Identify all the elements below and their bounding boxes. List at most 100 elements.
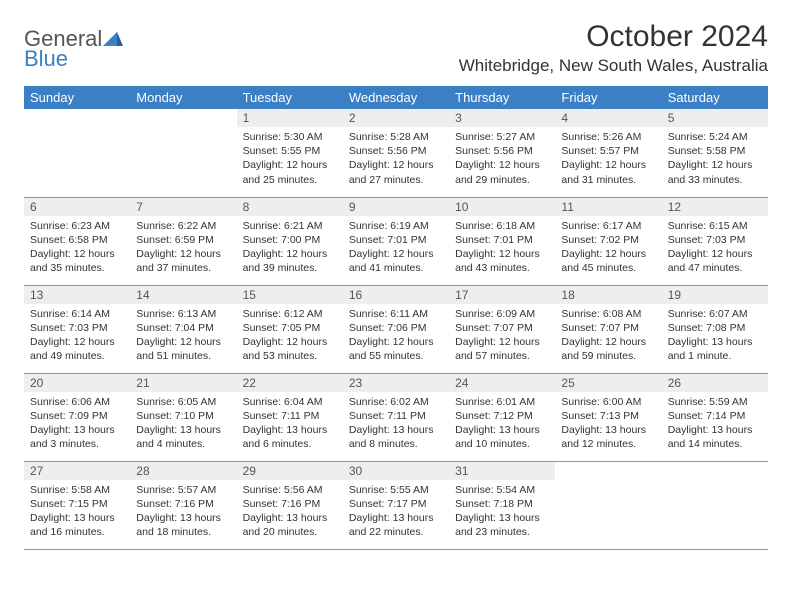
day-details: Sunrise: 5:28 AMSunset: 5:56 PMDaylight:… bbox=[343, 127, 449, 191]
day-details: Sunrise: 6:13 AMSunset: 7:04 PMDaylight:… bbox=[130, 304, 236, 368]
day-details: Sunrise: 6:07 AMSunset: 7:08 PMDaylight:… bbox=[662, 304, 768, 368]
day-number: 17 bbox=[449, 286, 555, 304]
daylight-text: Daylight: 13 hours and 6 minutes. bbox=[243, 423, 337, 451]
day-details: Sunrise: 5:58 AMSunset: 7:15 PMDaylight:… bbox=[24, 480, 130, 544]
month-title: October 2024 bbox=[459, 20, 768, 54]
daylight-text: Daylight: 13 hours and 4 minutes. bbox=[136, 423, 230, 451]
calendar-cell: 31Sunrise: 5:54 AMSunset: 7:18 PMDayligh… bbox=[449, 461, 555, 549]
day-details: Sunrise: 5:59 AMSunset: 7:14 PMDaylight:… bbox=[662, 392, 768, 456]
daylight-text: Daylight: 12 hours and 25 minutes. bbox=[243, 158, 337, 186]
sunset-text: Sunset: 7:03 PM bbox=[30, 321, 124, 335]
sunset-text: Sunset: 7:02 PM bbox=[561, 233, 655, 247]
calendar-cell: 13Sunrise: 6:14 AMSunset: 7:03 PMDayligh… bbox=[24, 285, 130, 373]
daylight-text: Daylight: 13 hours and 16 minutes. bbox=[30, 511, 124, 539]
calendar-cell: 17Sunrise: 6:09 AMSunset: 7:07 PMDayligh… bbox=[449, 285, 555, 373]
weekday-sun: Sunday bbox=[24, 86, 130, 109]
sunset-text: Sunset: 7:16 PM bbox=[243, 497, 337, 511]
day-details: Sunrise: 5:55 AMSunset: 7:17 PMDaylight:… bbox=[343, 480, 449, 544]
calendar-cell: 16Sunrise: 6:11 AMSunset: 7:06 PMDayligh… bbox=[343, 285, 449, 373]
sunrise-text: Sunrise: 5:54 AM bbox=[455, 483, 549, 497]
day-details: Sunrise: 6:01 AMSunset: 7:12 PMDaylight:… bbox=[449, 392, 555, 456]
day-details: Sunrise: 6:05 AMSunset: 7:10 PMDaylight:… bbox=[130, 392, 236, 456]
sunrise-text: Sunrise: 5:28 AM bbox=[349, 130, 443, 144]
weekday-tue: Tuesday bbox=[237, 86, 343, 109]
calendar-cell bbox=[662, 461, 768, 549]
sunset-text: Sunset: 7:05 PM bbox=[243, 321, 337, 335]
sunset-text: Sunset: 6:58 PM bbox=[30, 233, 124, 247]
sunrise-text: Sunrise: 6:19 AM bbox=[349, 219, 443, 233]
day-details: Sunrise: 6:00 AMSunset: 7:13 PMDaylight:… bbox=[555, 392, 661, 456]
day-details: Sunrise: 6:22 AMSunset: 6:59 PMDaylight:… bbox=[130, 216, 236, 280]
calendar-cell: 18Sunrise: 6:08 AMSunset: 7:07 PMDayligh… bbox=[555, 285, 661, 373]
weekday-mon: Monday bbox=[130, 86, 236, 109]
day-details: Sunrise: 6:09 AMSunset: 7:07 PMDaylight:… bbox=[449, 304, 555, 368]
day-details: Sunrise: 6:19 AMSunset: 7:01 PMDaylight:… bbox=[343, 216, 449, 280]
day-number: 14 bbox=[130, 286, 236, 304]
sunrise-text: Sunrise: 6:00 AM bbox=[561, 395, 655, 409]
day-details: Sunrise: 5:30 AMSunset: 5:55 PMDaylight:… bbox=[237, 127, 343, 191]
sunset-text: Sunset: 5:55 PM bbox=[243, 144, 337, 158]
day-details: Sunrise: 5:26 AMSunset: 5:57 PMDaylight:… bbox=[555, 127, 661, 191]
calendar-row: 13Sunrise: 6:14 AMSunset: 7:03 PMDayligh… bbox=[24, 285, 768, 373]
daylight-text: Daylight: 13 hours and 22 minutes. bbox=[349, 511, 443, 539]
sunrise-text: Sunrise: 6:02 AM bbox=[349, 395, 443, 409]
weekday-header-row: Sunday Monday Tuesday Wednesday Thursday… bbox=[24, 86, 768, 109]
day-number: 6 bbox=[24, 198, 130, 216]
sunrise-text: Sunrise: 6:23 AM bbox=[30, 219, 124, 233]
calendar-cell bbox=[555, 461, 661, 549]
daylight-text: Daylight: 12 hours and 27 minutes. bbox=[349, 158, 443, 186]
daylight-text: Daylight: 12 hours and 29 minutes. bbox=[455, 158, 549, 186]
daylight-text: Daylight: 12 hours and 49 minutes. bbox=[30, 335, 124, 363]
sunset-text: Sunset: 6:59 PM bbox=[136, 233, 230, 247]
sunset-text: Sunset: 7:13 PM bbox=[561, 409, 655, 423]
sunset-text: Sunset: 5:57 PM bbox=[561, 144, 655, 158]
sunset-text: Sunset: 7:18 PM bbox=[455, 497, 549, 511]
sunset-text: Sunset: 7:07 PM bbox=[455, 321, 549, 335]
sunrise-text: Sunrise: 6:11 AM bbox=[349, 307, 443, 321]
sunrise-text: Sunrise: 5:59 AM bbox=[668, 395, 762, 409]
day-number: 16 bbox=[343, 286, 449, 304]
sunrise-text: Sunrise: 5:56 AM bbox=[243, 483, 337, 497]
day-details: Sunrise: 5:27 AMSunset: 5:56 PMDaylight:… bbox=[449, 127, 555, 191]
day-number: 15 bbox=[237, 286, 343, 304]
sunrise-text: Sunrise: 6:04 AM bbox=[243, 395, 337, 409]
daylight-text: Daylight: 12 hours and 53 minutes. bbox=[243, 335, 337, 363]
daylight-text: Daylight: 13 hours and 18 minutes. bbox=[136, 511, 230, 539]
day-number: 13 bbox=[24, 286, 130, 304]
sunrise-text: Sunrise: 5:30 AM bbox=[243, 130, 337, 144]
day-details: Sunrise: 6:02 AMSunset: 7:11 PMDaylight:… bbox=[343, 392, 449, 456]
calendar-cell: 12Sunrise: 6:15 AMSunset: 7:03 PMDayligh… bbox=[662, 197, 768, 285]
weekday-thu: Thursday bbox=[449, 86, 555, 109]
day-number: 5 bbox=[662, 109, 768, 127]
calendar-row: 20Sunrise: 6:06 AMSunset: 7:09 PMDayligh… bbox=[24, 373, 768, 461]
calendar-cell: 25Sunrise: 6:00 AMSunset: 7:13 PMDayligh… bbox=[555, 373, 661, 461]
sunrise-text: Sunrise: 6:22 AM bbox=[136, 219, 230, 233]
day-details: Sunrise: 6:04 AMSunset: 7:11 PMDaylight:… bbox=[237, 392, 343, 456]
day-number: 19 bbox=[662, 286, 768, 304]
sunrise-text: Sunrise: 6:17 AM bbox=[561, 219, 655, 233]
sunset-text: Sunset: 7:10 PM bbox=[136, 409, 230, 423]
day-details: Sunrise: 6:21 AMSunset: 7:00 PMDaylight:… bbox=[237, 216, 343, 280]
sunset-text: Sunset: 7:08 PM bbox=[668, 321, 762, 335]
calendar-cell: 19Sunrise: 6:07 AMSunset: 7:08 PMDayligh… bbox=[662, 285, 768, 373]
sunrise-text: Sunrise: 6:21 AM bbox=[243, 219, 337, 233]
calendar-cell: 3Sunrise: 5:27 AMSunset: 5:56 PMDaylight… bbox=[449, 109, 555, 197]
day-number: 22 bbox=[237, 374, 343, 392]
calendar-cell: 30Sunrise: 5:55 AMSunset: 7:17 PMDayligh… bbox=[343, 461, 449, 549]
sunset-text: Sunset: 7:03 PM bbox=[668, 233, 762, 247]
day-number: 3 bbox=[449, 109, 555, 127]
sunrise-text: Sunrise: 6:15 AM bbox=[668, 219, 762, 233]
calendar-cell: 22Sunrise: 6:04 AMSunset: 7:11 PMDayligh… bbox=[237, 373, 343, 461]
sunset-text: Sunset: 5:56 PM bbox=[455, 144, 549, 158]
sunset-text: Sunset: 7:07 PM bbox=[561, 321, 655, 335]
sunrise-text: Sunrise: 6:13 AM bbox=[136, 307, 230, 321]
sunset-text: Sunset: 7:01 PM bbox=[455, 233, 549, 247]
calendar-cell bbox=[130, 109, 236, 197]
day-number: 4 bbox=[555, 109, 661, 127]
sunrise-text: Sunrise: 5:24 AM bbox=[668, 130, 762, 144]
sunset-text: Sunset: 7:09 PM bbox=[30, 409, 124, 423]
daylight-text: Daylight: 13 hours and 8 minutes. bbox=[349, 423, 443, 451]
calendar-cell: 10Sunrise: 6:18 AMSunset: 7:01 PMDayligh… bbox=[449, 197, 555, 285]
calendar-cell: 29Sunrise: 5:56 AMSunset: 7:16 PMDayligh… bbox=[237, 461, 343, 549]
sunrise-text: Sunrise: 6:05 AM bbox=[136, 395, 230, 409]
